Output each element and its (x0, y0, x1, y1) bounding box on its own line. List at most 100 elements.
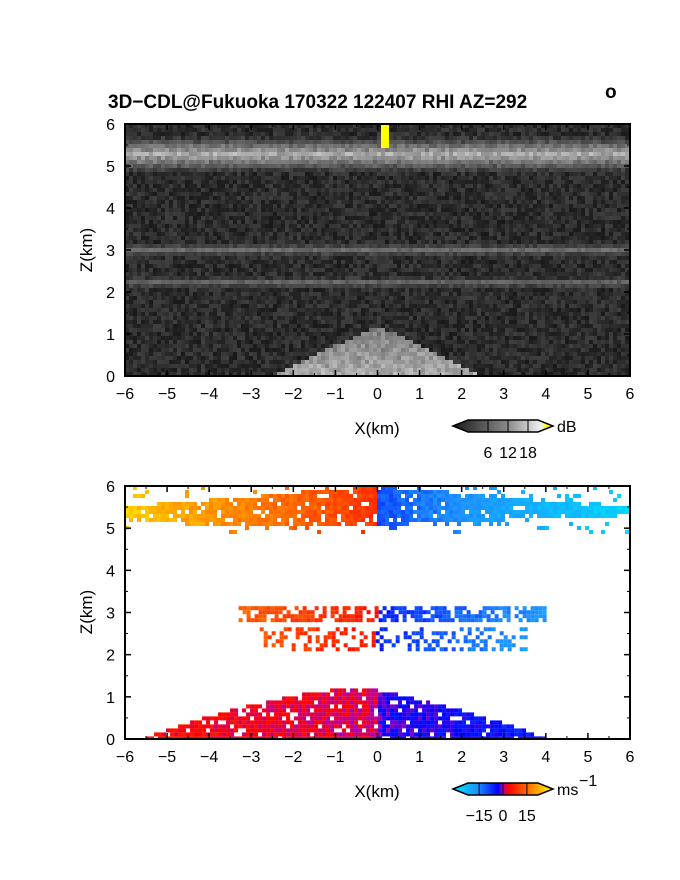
intensity-cell (301, 208, 305, 212)
intensity-cell (241, 184, 245, 188)
intensity-cell (189, 264, 193, 268)
intensity-cell (473, 192, 477, 196)
intensity-cell (301, 164, 305, 168)
intensity-cell (365, 248, 369, 252)
intensity-cell (445, 216, 449, 220)
intensity-cell (457, 228, 461, 232)
intensity-cell (229, 148, 233, 152)
intensity-cell (301, 192, 305, 196)
intensity-cell (381, 188, 385, 192)
intensity-cell (345, 132, 349, 136)
intensity-cell (501, 240, 505, 244)
intensity-cell (329, 152, 333, 156)
intensity-cell (265, 152, 269, 156)
intensity-cell (357, 196, 361, 200)
intensity-cell (173, 204, 177, 208)
intensity-cell (525, 252, 529, 256)
intensity-cell (133, 264, 137, 268)
intensity-cell (449, 188, 453, 192)
intensity-cell (357, 204, 361, 208)
intensity-cell (381, 176, 385, 180)
intensity-cell (233, 272, 237, 276)
intensity-cell (553, 164, 557, 168)
intensity-cell (329, 144, 333, 148)
intensity-cell (445, 260, 449, 264)
intensity-cell (505, 184, 509, 188)
intensity-cell (561, 156, 565, 160)
intensity-cell (609, 188, 613, 192)
intensity-cell (441, 132, 445, 136)
intensity-cell (197, 212, 201, 216)
intensity-cell (461, 156, 465, 160)
intensity-cell (501, 180, 505, 184)
intensity-cell (525, 196, 529, 200)
intensity-cell (529, 192, 533, 196)
intensity-cell (249, 192, 253, 196)
intensity-cell (537, 248, 541, 252)
intensity-cell (401, 200, 405, 204)
intensity-cell (149, 216, 153, 220)
intensity-cell (229, 272, 233, 276)
intensity-cell (229, 252, 233, 256)
intensity-cell (137, 192, 141, 196)
intensity-cell (513, 208, 517, 212)
intensity-cell (601, 160, 605, 164)
intensity-cell (441, 228, 445, 232)
intensity-cell (133, 192, 137, 196)
intensity-cell (605, 172, 609, 176)
intensity-cell (185, 136, 189, 140)
intensity-cell (553, 188, 557, 192)
intensity-cell (369, 256, 373, 260)
intensity-cell (317, 228, 321, 232)
intensity-cell (253, 240, 257, 244)
intensity-cell (573, 220, 577, 224)
intensity-cell (313, 216, 317, 220)
intensity-cell (333, 156, 337, 160)
intensity-cell (317, 256, 321, 260)
intensity-cell (533, 240, 537, 244)
intensity-cell (433, 236, 437, 240)
intensity-cell (293, 256, 297, 260)
intensity-cell (133, 164, 137, 168)
intensity-cell (385, 276, 389, 280)
intensity-cell (317, 176, 321, 180)
intensity-cell (265, 156, 269, 160)
intensity-cell (277, 224, 281, 228)
intensity-cell (193, 212, 197, 216)
intensity-cell (413, 232, 417, 236)
intensity-cell (245, 276, 249, 280)
intensity-cell (461, 212, 465, 216)
intensity-cell (369, 168, 373, 172)
intensity-cell (193, 180, 197, 184)
intensity-cell (325, 180, 329, 184)
intensity-cell (365, 268, 369, 272)
intensity-cell (165, 220, 169, 224)
intensity-cell (181, 184, 185, 188)
intensity-cell (157, 184, 161, 188)
intensity-cell (609, 200, 613, 204)
intensity-cell (373, 176, 377, 180)
intensity-cell (529, 128, 533, 132)
intensity-cell (289, 208, 293, 212)
intensity-cell (137, 220, 141, 224)
intensity-cell (153, 160, 157, 164)
intensity-cell (525, 188, 529, 192)
intensity-cell (281, 212, 285, 216)
intensity-cell (601, 208, 605, 212)
intensity-cell (605, 152, 609, 156)
intensity-cell (425, 200, 429, 204)
intensity-cell (509, 132, 513, 136)
intensity-cell (581, 172, 585, 176)
intensity-cell (249, 260, 253, 264)
intensity-cell (377, 128, 381, 132)
intensity-cell (537, 128, 541, 132)
intensity-cell (397, 192, 401, 196)
intensity-cell (213, 196, 217, 200)
intensity-cell (213, 212, 217, 216)
intensity-cell (497, 232, 501, 236)
intensity-cell (361, 260, 365, 264)
intensity-cell (373, 256, 377, 260)
intensity-cell (617, 144, 621, 148)
intensity-cell (541, 160, 545, 164)
intensity-cell (569, 180, 573, 184)
